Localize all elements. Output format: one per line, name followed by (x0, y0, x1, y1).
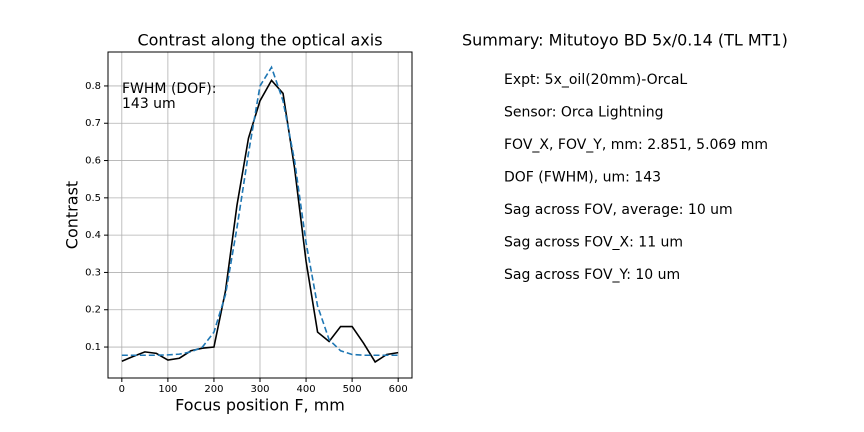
summary-title: Summary: Mitutoyo BD 5x/0.14 (TL MT1) (462, 31, 788, 50)
summary-line: Sag across FOV_Y: 10 um (504, 267, 680, 283)
y-tick-label: 0.3 (85, 267, 101, 278)
chart-title: Contrast along the optical axis (137, 31, 382, 50)
x-tick-label: 0 (119, 384, 125, 395)
summary-line: DOF (FWHM), um: 143 (504, 170, 661, 186)
x-tick-label: 400 (297, 384, 316, 395)
x-axis-label: Focus position F, mm (175, 396, 345, 415)
y-tick-label: 0.2 (85, 305, 101, 316)
x-tick-label: 500 (343, 384, 362, 395)
data-line (121, 65, 399, 357)
annotation: FWHM (DOF): (122, 81, 216, 97)
x-tick-label: 200 (204, 384, 223, 395)
summary-line: Sag across FOV, average: 10 um (504, 202, 733, 218)
y-tick-label: 0.5 (85, 193, 101, 204)
x-tick-label: 300 (250, 384, 269, 395)
x-tick-label: 600 (389, 384, 408, 395)
annotation: 143 um (122, 96, 176, 112)
y-tick-label: 0.4 (85, 230, 101, 241)
x-tick-label: 100 (158, 384, 177, 395)
plot-frame (107, 51, 413, 379)
summary-line: Expt: 5x_oil(20mm)-OrcaL (504, 72, 687, 88)
y-axis-label: Contrast (63, 181, 82, 249)
summary-line: Sag across FOV_X: 11 um (504, 235, 683, 251)
summary-line: Sensor: Orca Lightning (504, 105, 664, 121)
y-tick-label: 0.8 (85, 81, 101, 92)
y-tick-label: 0.7 (85, 118, 101, 129)
y-tick-label: 0.6 (85, 156, 101, 167)
summary-line: FOV_X, FOV_Y, mm: 2.851, 5.069 mm (504, 137, 768, 153)
data-line (121, 78, 399, 364)
y-tick-label: 0.1 (85, 342, 101, 353)
